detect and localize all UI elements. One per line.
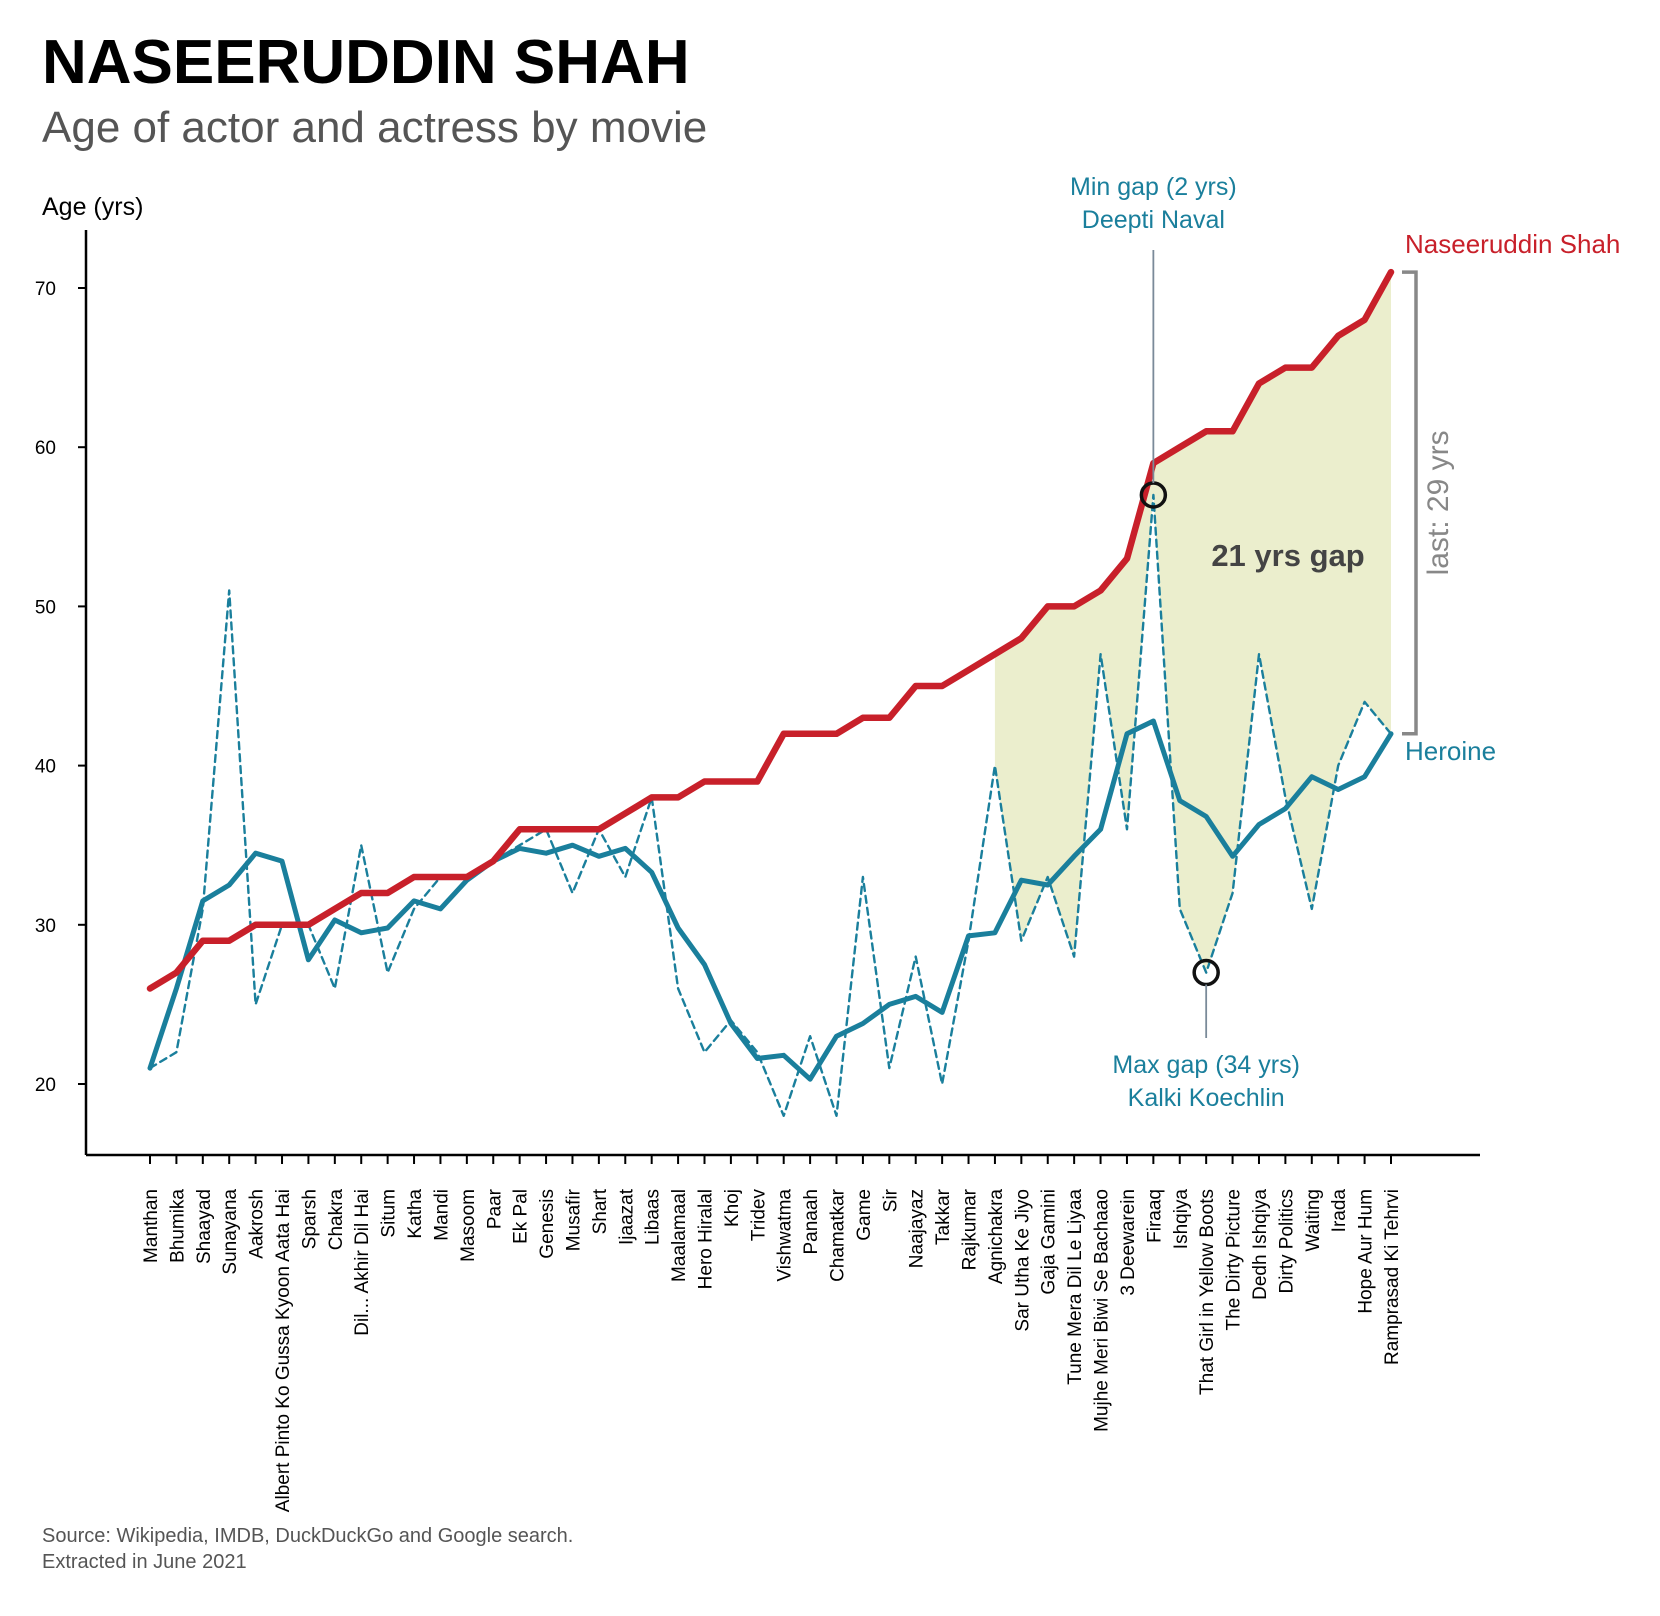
x-tick-label: Sparsh: [299, 1189, 320, 1249]
x-tick-label: Dirty Politics: [1276, 1189, 1297, 1294]
x-tick-label: Dil... Akhir Dil Hai: [352, 1189, 373, 1336]
x-tick-label: Aakrosh: [247, 1189, 268, 1259]
max-gap-annotation-line1: Max gap (34 yrs): [1112, 1051, 1300, 1079]
y-tick-label: 30: [35, 916, 56, 937]
x-tick-label: Ishqiya: [1171, 1189, 1192, 1250]
x-tick-label: Gaja Gamini: [1039, 1189, 1060, 1295]
x-tick-label: Tridev: [748, 1189, 769, 1242]
x-tick-label: Agnichakra: [986, 1189, 1007, 1284]
x-tick-label: Bhumika: [167, 1189, 188, 1263]
y-tick-label: 50: [35, 597, 56, 618]
x-tick-label: Sunayana: [220, 1189, 241, 1275]
x-tick-label: Manthan: [141, 1189, 162, 1263]
x-tick-label: Vishwatma: [775, 1189, 796, 1282]
x-tick-label: Maalamaal: [669, 1189, 690, 1282]
max-gap-annotation-line2: Kalki Koechlin: [1128, 1084, 1285, 1112]
x-tick-label: Albert Pinto Ko Gussa Kyoon Aata Hai: [273, 1189, 294, 1512]
y-tick-label: 60: [35, 438, 56, 459]
series-line-0: [146, 268, 1395, 992]
x-tick-label: Situm: [379, 1189, 400, 1238]
x-tick-label: Masoom: [458, 1189, 479, 1262]
x-tick-label: Sir: [880, 1188, 901, 1212]
series-line-1: [148, 493, 1393, 1118]
x-tick-label: The Dirty Picture: [1224, 1189, 1245, 1330]
axes-layer: 20 30 40 50 60 70 Manthan Bhumika Shaayad Sunayan…: [35, 230, 1480, 1512]
x-tick-label: Shart: [590, 1188, 611, 1234]
x-tick-label: Sar Utha Ke Jiyo: [1012, 1189, 1033, 1332]
x-tick-label: Takkar: [933, 1188, 954, 1245]
series-layer: [146, 268, 1395, 1118]
last-gap-label: last: 29 yrs: [1422, 430, 1455, 575]
y-tick-label: 20: [35, 1075, 56, 1096]
x-tick-label: Khoj: [722, 1189, 743, 1227]
x-tick-label: Tune Mera Dil Le Liyaa: [1065, 1189, 1086, 1385]
x-tick-label: Hero Hiralal: [695, 1189, 716, 1289]
x-tick-label: Panaah: [801, 1189, 822, 1255]
series-line-2: [147, 718, 1394, 1082]
x-tick-label: Mandi: [431, 1189, 452, 1241]
x-tick-label: Ek Pal: [511, 1189, 532, 1244]
actor-series-label: Naseeruddin Shah: [1405, 229, 1620, 259]
y-tick-label: 40: [35, 757, 56, 778]
x-tick-label: Rajkumar: [960, 1188, 981, 1270]
x-tick-label: Irada: [1329, 1189, 1350, 1233]
y-tick-label: 70: [35, 279, 56, 300]
x-tick-label: 3 Deewarein: [1118, 1189, 1139, 1296]
heroine-series-label: Heroine: [1405, 736, 1496, 766]
x-tick-label: Ramprasad Ki Tehrvi: [1382, 1189, 1403, 1365]
min-gap-annotation-line1: Min gap (2 yrs): [1070, 173, 1237, 201]
x-tick-label: Katha: [405, 1189, 426, 1239]
x-tick-label: Paar: [484, 1188, 505, 1229]
source-line-2: Extracted in June 2021: [42, 1551, 247, 1573]
annotation-layer: [1152, 250, 1418, 1038]
x-tick-label: Naajayaz: [907, 1189, 928, 1268]
source-line-1: Source: Wikipedia, IMDB, DuckDuckGo and …: [42, 1525, 573, 1547]
min-gap-annotation-line2: Deepti Naval: [1082, 206, 1225, 234]
x-tick-label: Dedh Ishqiya: [1250, 1189, 1271, 1300]
x-tick-label: Game: [854, 1189, 875, 1241]
x-tick-label: Genesis: [537, 1189, 558, 1259]
x-tick-label: Mujhe Meri Biwi Se Bachaao: [1092, 1189, 1113, 1432]
gap-shade-layer: [994, 272, 1391, 973]
x-tick-label: Shaayad: [194, 1189, 215, 1264]
gap-shaded-area: [994, 272, 1391, 973]
x-tick-label: Libaas: [643, 1189, 664, 1245]
x-tick-label: Chamatkar: [828, 1188, 849, 1282]
x-tick-label: Firaaq: [1144, 1189, 1165, 1243]
chart-title: NASEERUDDIN SHAH: [42, 28, 690, 97]
x-tick-label: Ijaazat: [616, 1188, 637, 1245]
last-gap-bracket: [1402, 270, 1418, 736]
x-tick-label: Waiting: [1303, 1189, 1324, 1252]
gap-label: 21 yrs gap: [1211, 538, 1364, 573]
chart-subtitle: Age of actor and actress by movie: [42, 103, 707, 152]
x-tick-label: Chakra: [326, 1189, 347, 1251]
y-axis-label: Age (yrs): [42, 193, 143, 221]
x-tick-label: That Girl in Yellow Boots: [1197, 1189, 1218, 1395]
x-tick-label: Musafir: [563, 1188, 584, 1251]
x-tick-label: Hope Aur Hum: [1356, 1189, 1377, 1314]
